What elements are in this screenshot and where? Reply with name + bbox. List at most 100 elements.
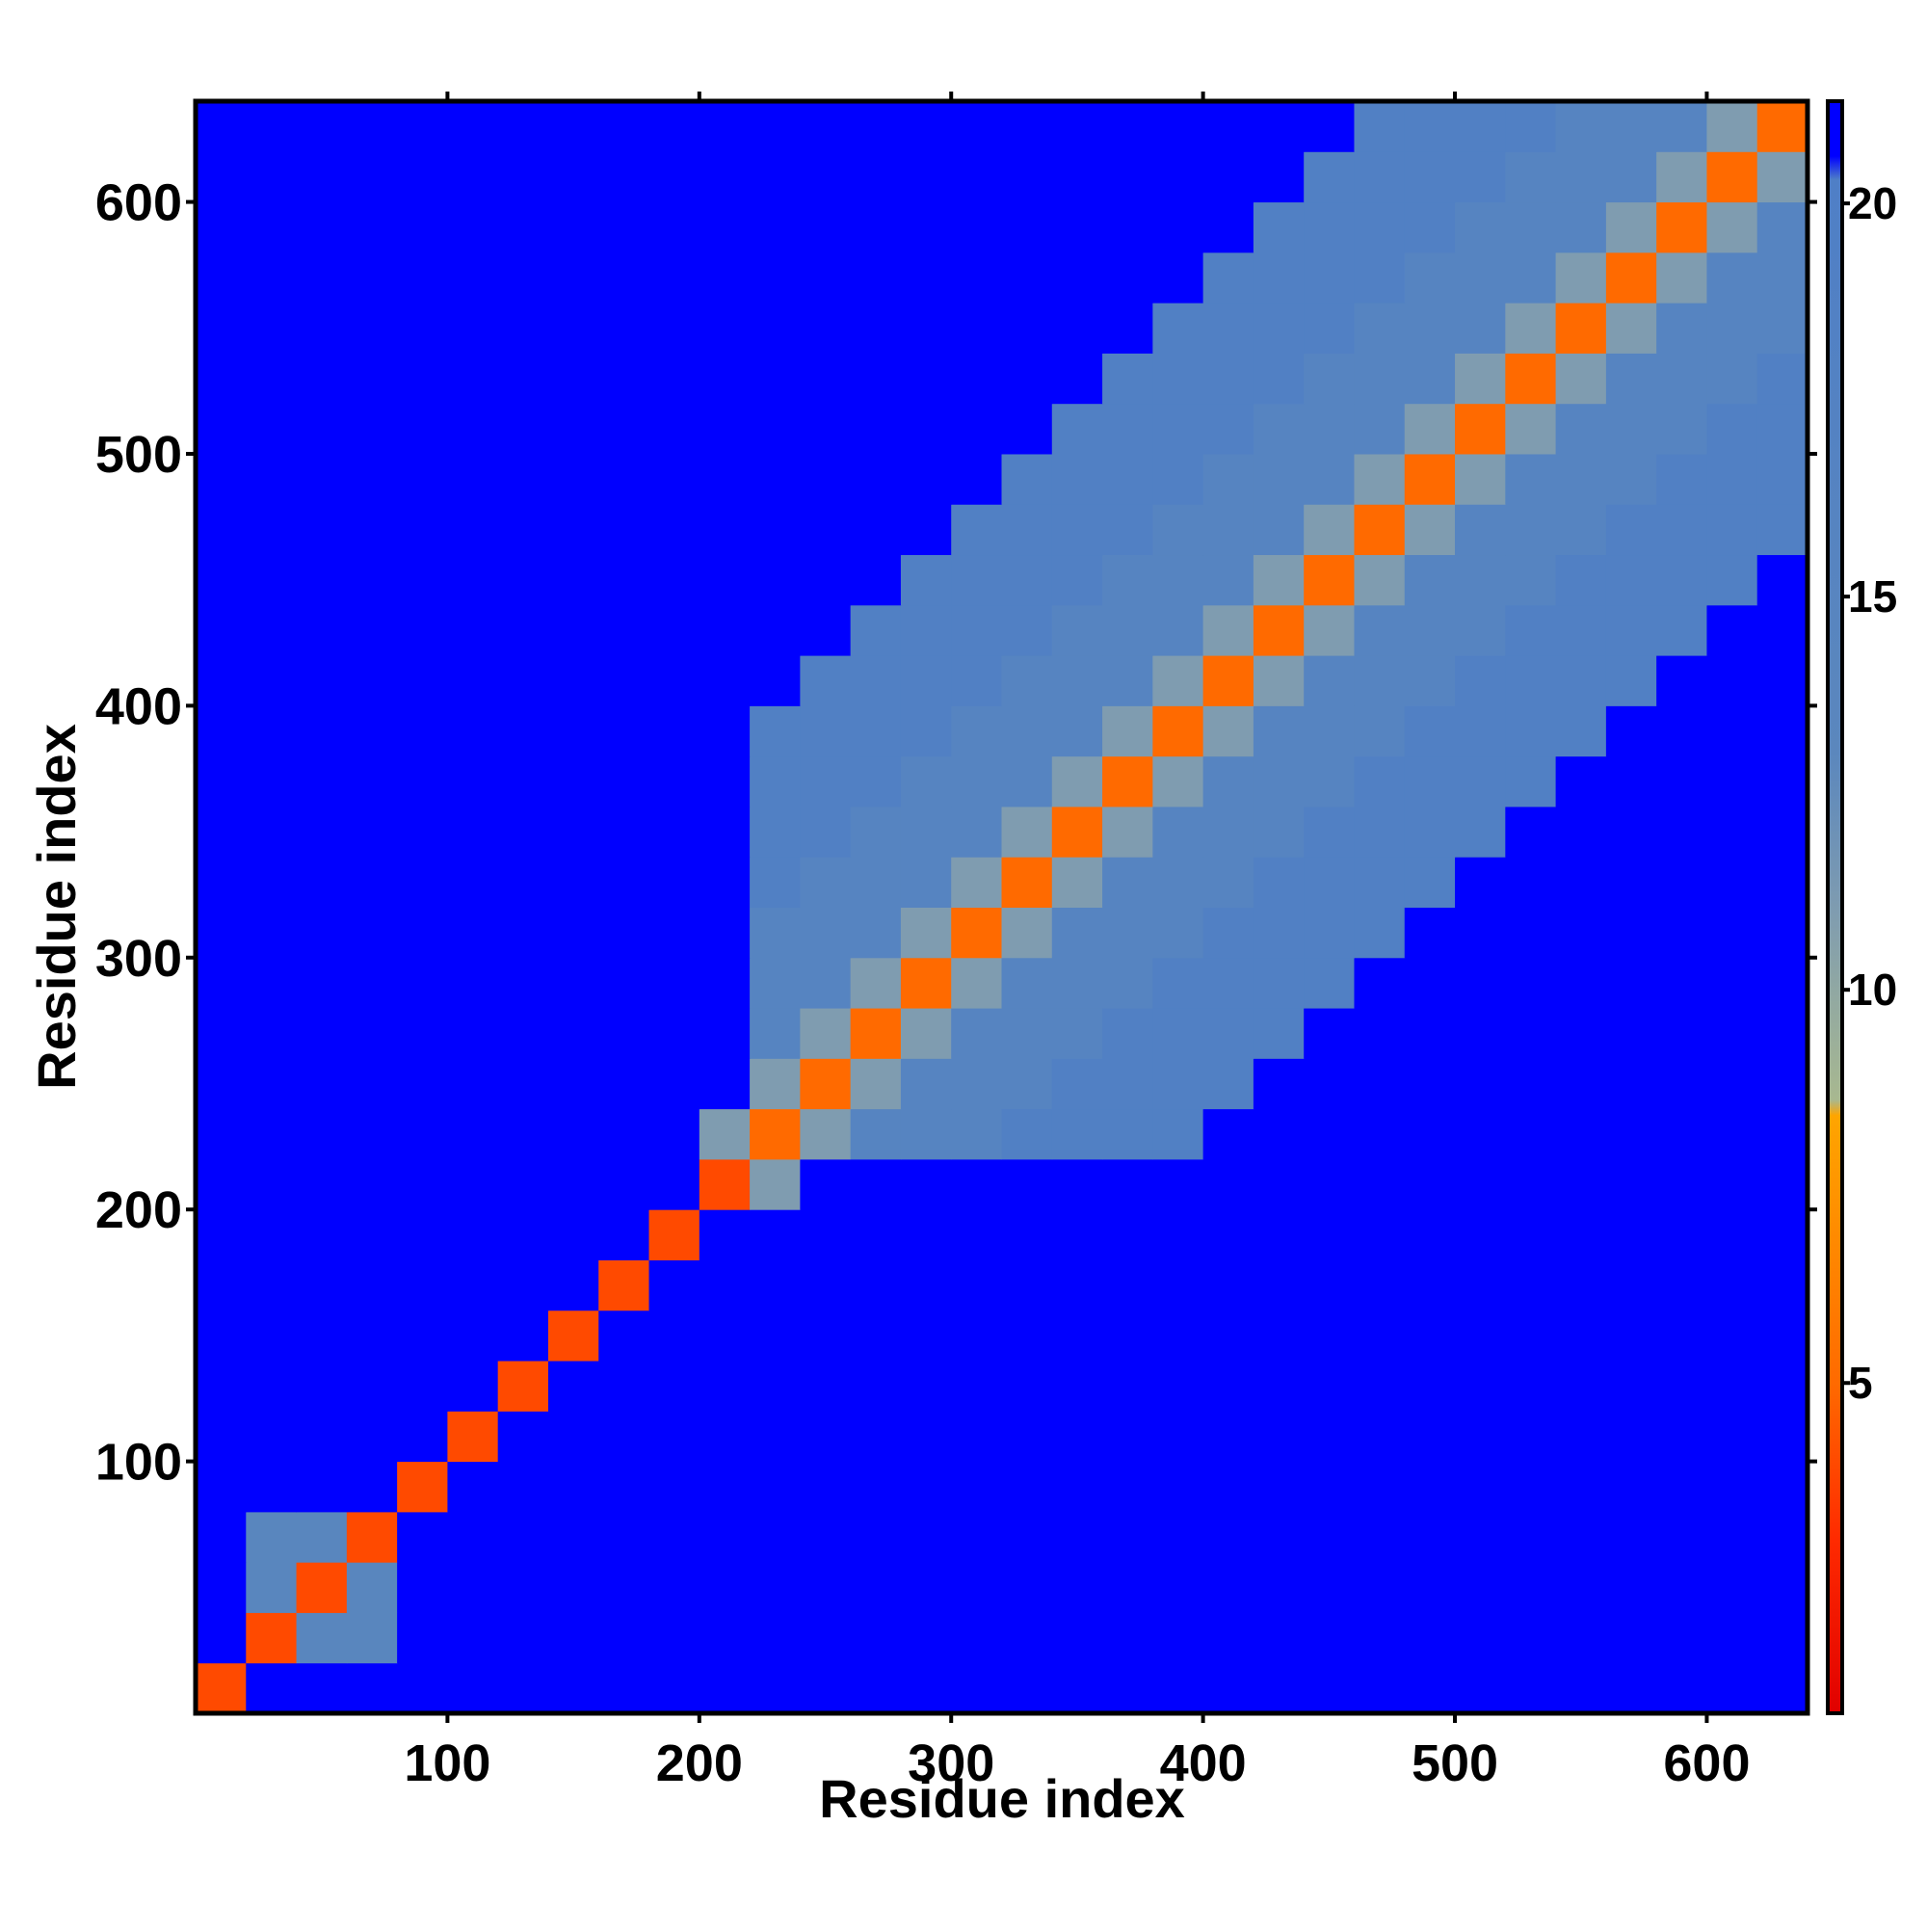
heatmap-cell xyxy=(196,1612,247,1664)
heatmap-cell xyxy=(900,705,952,757)
heatmap-cell xyxy=(800,806,852,858)
heatmap-cell xyxy=(1605,403,1657,455)
heatmap-cell xyxy=(598,907,650,959)
heatmap-cell xyxy=(1404,353,1456,405)
heatmap-cell xyxy=(750,1209,801,1260)
heatmap-cell xyxy=(850,1662,902,1714)
heatmap-cell xyxy=(900,453,952,505)
heatmap-cell xyxy=(1656,353,1707,405)
heatmap-cell xyxy=(1706,201,1758,253)
heatmap-cell xyxy=(800,1612,852,1664)
heatmap-cell xyxy=(648,1511,700,1563)
heatmap-cell xyxy=(346,1662,398,1714)
heatmap-cell xyxy=(900,251,952,304)
heatmap-cell xyxy=(900,201,952,253)
heatmap-cell xyxy=(1202,1461,1254,1513)
heatmap-cell xyxy=(1102,403,1153,455)
heatmap-cell xyxy=(1051,251,1103,304)
heatmap-cell xyxy=(1404,957,1456,1009)
heatmap-cell xyxy=(397,251,448,304)
heatmap-cell xyxy=(1304,1411,1355,1463)
heatmap-cell xyxy=(1202,504,1254,556)
heatmap-cell xyxy=(800,1411,852,1463)
heatmap-cell xyxy=(547,101,599,152)
heatmap-cell xyxy=(1102,1361,1153,1412)
y-tick-label: 200 xyxy=(95,1181,182,1239)
heatmap-cell xyxy=(1505,1511,1557,1563)
heatmap-cell xyxy=(447,705,499,757)
heatmap-cell xyxy=(1505,1310,1557,1362)
heatmap-cell xyxy=(1706,1612,1758,1664)
heatmap-cell xyxy=(447,604,499,656)
heatmap-cell xyxy=(1455,303,1506,354)
heatmap-cell xyxy=(699,907,751,959)
heatmap-cell xyxy=(1404,1662,1456,1714)
heatmap-cell xyxy=(598,504,650,556)
heatmap-cell xyxy=(648,1108,700,1160)
heatmap-cell xyxy=(547,806,599,858)
heatmap-cell xyxy=(598,403,650,455)
heatmap-cell xyxy=(296,957,348,1009)
heatmap-cell xyxy=(1656,303,1707,354)
heatmap-cell xyxy=(1354,1461,1406,1513)
heatmap-cell xyxy=(296,1361,348,1412)
heatmap-cell xyxy=(547,705,599,757)
heatmap-cell xyxy=(1505,857,1557,908)
heatmap-cell xyxy=(648,1662,700,1714)
heatmap-cell xyxy=(1555,907,1607,959)
heatmap-cell xyxy=(1656,1008,1707,1059)
heatmap-cell xyxy=(1605,201,1657,253)
heatmap-cell xyxy=(1001,151,1053,203)
heatmap-cell xyxy=(1656,1209,1707,1260)
heatmap-cell xyxy=(750,1361,801,1412)
heatmap-cell xyxy=(196,907,247,959)
heatmap-cell xyxy=(1404,655,1456,706)
heatmap-cell xyxy=(447,1058,499,1110)
heatmap-cell xyxy=(1102,755,1153,807)
heatmap-cell xyxy=(1404,1108,1456,1160)
heatmap-cell xyxy=(699,1612,751,1664)
heatmap-cell xyxy=(900,1411,952,1463)
heatmap-cell xyxy=(1152,705,1204,757)
heatmap-cell xyxy=(346,201,398,253)
heatmap-cell xyxy=(346,1612,398,1664)
heatmap-cell xyxy=(1555,957,1607,1009)
heatmap-cell xyxy=(750,453,801,505)
heatmap-cell xyxy=(1756,504,1808,556)
heatmap-cell xyxy=(598,604,650,656)
heatmap-cell xyxy=(1152,1612,1204,1664)
heatmap-cell xyxy=(296,201,348,253)
heatmap-cell xyxy=(547,907,599,959)
heatmap-cell xyxy=(900,1662,952,1714)
heatmap-cell xyxy=(346,655,398,706)
heatmap-cell xyxy=(196,604,247,656)
heatmap-cell xyxy=(397,1008,448,1059)
heatmap-cell xyxy=(951,1058,1002,1110)
heatmap-cell xyxy=(1253,303,1305,354)
heatmap-cell xyxy=(1102,1461,1153,1513)
heatmap-cell xyxy=(1605,1058,1657,1110)
heatmap-cell xyxy=(1152,453,1204,505)
heatmap-cell xyxy=(1605,1612,1657,1664)
heatmap-cell xyxy=(1304,907,1355,959)
heatmap-cell xyxy=(1455,1662,1506,1714)
heatmap-cell xyxy=(1253,1662,1305,1714)
heatmap-cell xyxy=(1001,1058,1053,1110)
heatmap-cell xyxy=(598,1612,650,1664)
heatmap-cell xyxy=(699,554,751,606)
heatmap-cell xyxy=(1152,957,1204,1009)
heatmap-cell xyxy=(397,303,448,354)
heatmap-cell xyxy=(1706,806,1758,858)
heatmap-cell xyxy=(397,604,448,656)
heatmap-cell xyxy=(1354,857,1406,908)
heatmap-cell xyxy=(1354,1008,1406,1059)
heatmap-cell xyxy=(1253,201,1305,253)
heatmap-cell xyxy=(1102,907,1153,959)
heatmap-cell xyxy=(346,1158,398,1210)
heatmap-cell xyxy=(648,907,700,959)
heatmap-cell xyxy=(1354,1058,1406,1110)
heatmap-cell xyxy=(1102,957,1153,1009)
heatmap-cell xyxy=(296,857,348,908)
heatmap-cell xyxy=(1656,1058,1707,1110)
